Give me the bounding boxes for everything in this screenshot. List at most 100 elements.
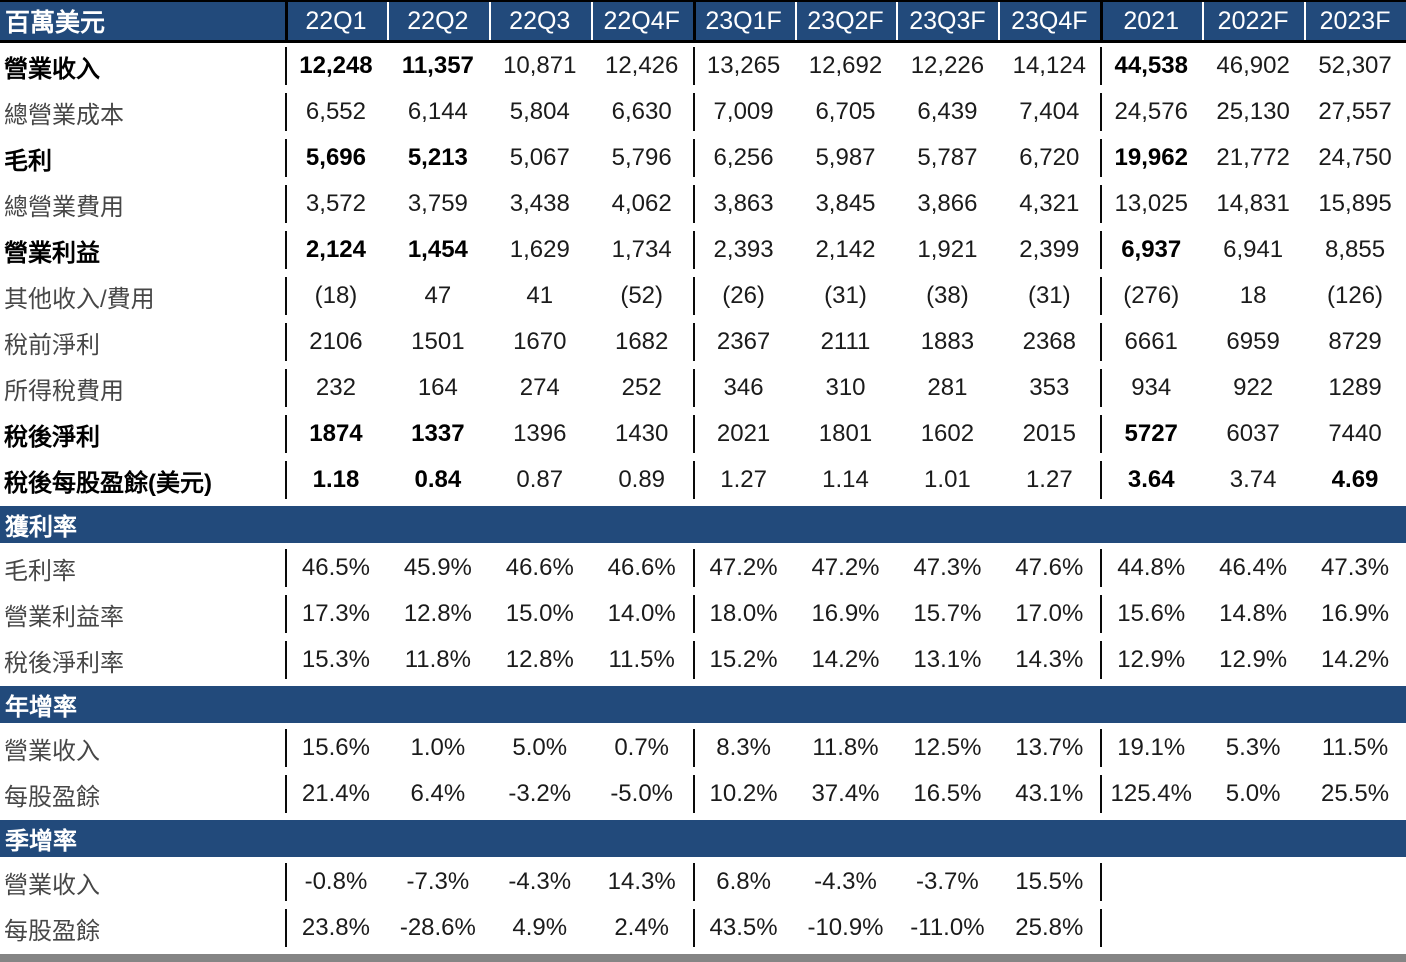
cell: 6,630 — [611, 98, 672, 125]
cell: 6,720 — [1019, 144, 1080, 171]
cell: 14.2% — [811, 646, 880, 673]
cell: 21.4% — [285, 771, 387, 817]
cell: 16.9% — [1321, 600, 1390, 627]
cell: 2111 — [820, 328, 871, 355]
section-header: 季增率 — [0, 820, 1406, 857]
cell: 3.64 — [1100, 457, 1202, 503]
cell: 6959 — [1226, 328, 1280, 355]
cell: 2015 — [1022, 420, 1076, 447]
column-header-22q4f: 22Q4F — [590, 2, 693, 40]
row-label: 每股盈餘 — [4, 783, 100, 811]
column-header-22q2: 22Q2 — [386, 2, 489, 40]
table-row: 營業收入 12,248 11,357 10,871 12,426 13,265 12,692… — [0, 43, 1406, 89]
cell: 1883 — [920, 328, 975, 355]
cell: 7,404 — [1019, 98, 1080, 125]
table-row: 毛利率 46.5% 45.9% 46.6% 46.6% 47.2% 47.2% 47.3% 47… — [0, 545, 1406, 591]
cell: 310 — [825, 374, 866, 401]
cell: -3.2% — [508, 780, 572, 807]
column-header-23q1f: 23Q1F — [692, 2, 795, 40]
cell: (31) — [824, 282, 867, 309]
cell: (26) — [692, 273, 795, 319]
cell: (52) — [620, 282, 664, 309]
row-label: 每股盈餘 — [4, 917, 100, 945]
cell: 21,772 — [1216, 144, 1290, 171]
cell — [1202, 859, 1304, 905]
column-header-2021: 2021 — [1100, 2, 1202, 40]
cell: 1337 — [411, 420, 465, 447]
table-header-row: 百萬美元 22Q1 22Q2 22Q3 22Q4F 23Q1F 23Q2F 23Q3F 23Q… — [0, 0, 1406, 43]
row-label: 其他收入/費用 — [4, 285, 155, 313]
cell: 1289 — [1328, 374, 1382, 401]
cell: 281 — [927, 374, 968, 401]
cell: 125.4% — [1100, 771, 1202, 817]
cell: 5,787 — [917, 144, 978, 171]
cell: 14,831 — [1216, 190, 1290, 217]
cell: 232 — [285, 365, 387, 411]
cell: 15.5% — [1015, 868, 1084, 895]
cell: 10.2% — [692, 771, 795, 817]
cell: 24,750 — [1318, 144, 1392, 171]
cell: 2,399 — [1019, 236, 1080, 263]
cell: 1682 — [614, 328, 669, 355]
cell: 46.5% — [285, 545, 387, 591]
cell: -7.3% — [406, 868, 470, 895]
cell: 16.9% — [811, 600, 880, 627]
cell: 5.0% — [512, 734, 568, 761]
cell: 2106 — [285, 319, 387, 365]
cell: 19.1% — [1100, 725, 1202, 771]
cell: 12.8% — [505, 646, 574, 673]
cell — [1100, 905, 1202, 951]
cell: 47.2% — [811, 554, 880, 581]
cell: 1430 — [614, 420, 669, 447]
table-row: 毛利 5,696 5,213 5,067 5,796 6,256 5,987 5,787 6,7… — [0, 135, 1406, 181]
cell: 43.5% — [692, 905, 795, 951]
cell: 2.4% — [614, 914, 670, 941]
cell: 4,062 — [611, 190, 672, 217]
cell: 6037 — [1226, 420, 1280, 447]
cell: 2,124 — [285, 227, 387, 273]
cell: 14.0% — [607, 600, 676, 627]
section-title: 獲利率 — [5, 514, 77, 541]
cell: 1,734 — [611, 236, 672, 263]
cell: 8,855 — [1325, 236, 1386, 263]
cell: 6,941 — [1223, 236, 1284, 263]
cell: 11.8% — [404, 646, 471, 673]
cell: 5,987 — [815, 144, 876, 171]
row-label: 營業收入 — [4, 737, 100, 765]
cell: 4.69 — [1331, 466, 1379, 493]
cell: 43.1% — [1015, 780, 1084, 807]
column-header-23q2f: 23Q2F — [794, 2, 897, 40]
column-header-2023f: 2023F — [1304, 2, 1406, 40]
cell: 13,025 — [1100, 181, 1202, 227]
cell: 46.4% — [1219, 554, 1288, 581]
cell: 6,439 — [917, 98, 978, 125]
cell: 14.3% — [607, 868, 676, 895]
cell: 0.84 — [414, 466, 462, 493]
cell: 46.6% — [505, 554, 574, 581]
cell: 3,438 — [509, 190, 570, 217]
cell: 12,248 — [285, 43, 387, 89]
cell — [1202, 905, 1304, 951]
cell: 934 — [1100, 365, 1202, 411]
row-label: 稅前淨利 — [4, 331, 100, 359]
cell: 14.8% — [1219, 600, 1288, 627]
row-label: 稅後淨利 — [4, 423, 100, 451]
cell: 25.8% — [1015, 914, 1084, 941]
cell: 6,705 — [815, 98, 876, 125]
cell: 3,863 — [692, 181, 795, 227]
table-row: 所得稅費用 232 164 274 252 346 310 281 353 934 922 1289 — [0, 365, 1406, 411]
row-label: 營業收入 — [4, 55, 100, 83]
cell: 1874 — [285, 411, 387, 457]
cell: 47.6% — [1015, 554, 1084, 581]
cell: 2367 — [692, 319, 795, 365]
cell: 252 — [621, 374, 662, 401]
cell: 47.2% — [692, 545, 795, 591]
cell: 1,921 — [917, 236, 978, 263]
cell: 46.6% — [607, 554, 676, 581]
cell: 274 — [519, 374, 560, 401]
cell: 164 — [417, 374, 458, 401]
cell: 6.8% — [692, 859, 795, 905]
cell: 44.8% — [1100, 545, 1202, 591]
cell: 12.9% — [1100, 637, 1202, 683]
cell: 353 — [1029, 374, 1070, 401]
